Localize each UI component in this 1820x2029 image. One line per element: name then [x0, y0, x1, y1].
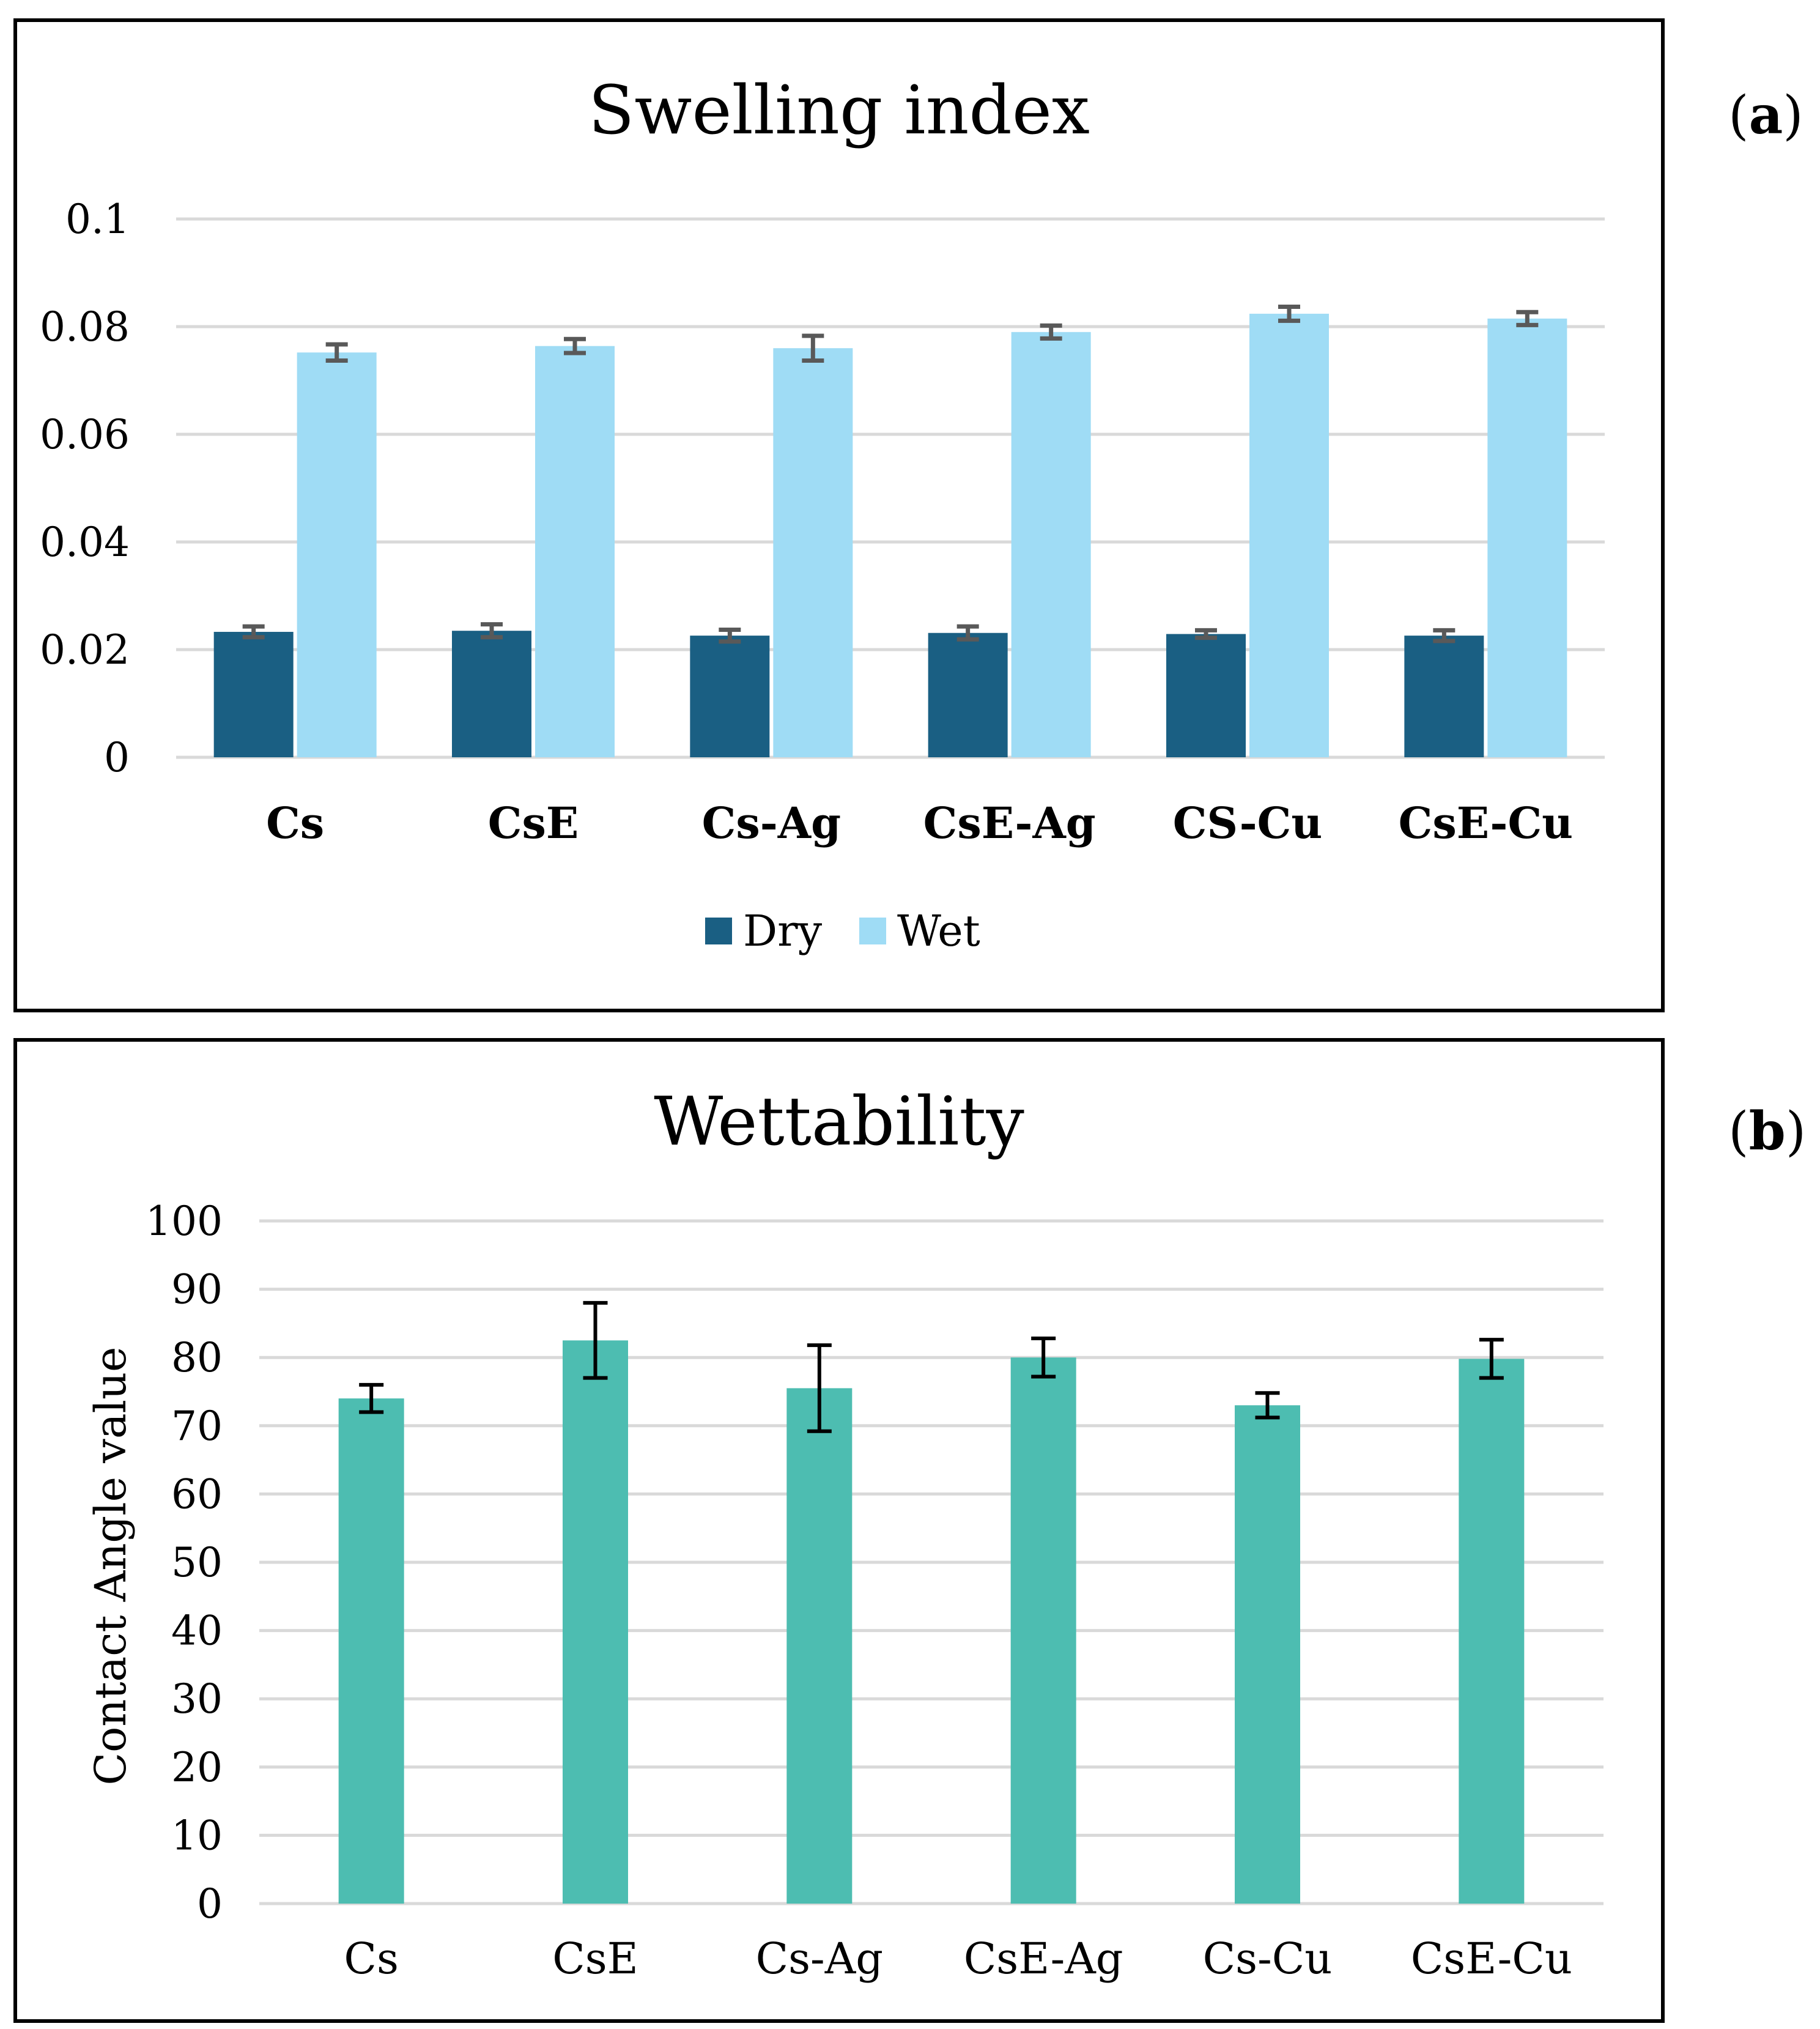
wettability-category-labels: Cs CsE Cs-Ag CsE-Ag Cs-Cu CsE-Cu — [344, 1934, 1572, 1984]
swelling-legend: Dry Wet — [705, 906, 980, 956]
panel-a-label: (a) — [1728, 84, 1803, 146]
legend-wet-label: Wet — [897, 906, 980, 956]
b-y-tick-label: 90 — [171, 1266, 223, 1313]
a-category-label: Cs — [266, 798, 324, 848]
b-bar-contact-angle-value — [338, 1398, 404, 1904]
b-category-label: Cs-Cu — [1203, 1934, 1333, 1984]
legend-dry-label: Dry — [743, 906, 823, 956]
swelling-error-bars — [242, 304, 1539, 644]
swelling-bars — [213, 313, 1567, 757]
a-category-label: CS-Cu — [1173, 798, 1323, 848]
panel-b-label: (b) — [1728, 1100, 1807, 1162]
a-bar-wet — [1249, 313, 1329, 757]
a-y-tick-label: 0 — [104, 734, 130, 781]
a-bar-dry — [213, 631, 294, 757]
a-y-tick-label: 0.04 — [40, 519, 130, 566]
b-y-tick-label: 50 — [171, 1539, 223, 1586]
wettability-title: Wettability — [654, 1082, 1024, 1160]
wettability-bars — [338, 1340, 1525, 1904]
b-bar-contact-angle-value — [786, 1388, 853, 1904]
swelling-gridlines — [176, 217, 1605, 759]
a-category-label: Cs-Ag — [702, 798, 841, 848]
b-bar-contact-angle-value — [1235, 1405, 1300, 1904]
b-y-tick-label: 100 — [146, 1198, 223, 1245]
a-bar-wet — [773, 348, 853, 757]
a-y-tick-label: 0.08 — [40, 303, 130, 351]
a-bar-dry — [690, 636, 770, 757]
b-category-label: Cs — [344, 1934, 398, 1984]
b-y-tick-label: 30 — [171, 1675, 223, 1723]
a-bar-wet — [1011, 332, 1091, 757]
b-y-tick-label: 20 — [171, 1744, 223, 1791]
b-y-tick-label: 40 — [171, 1608, 223, 1655]
a-y-tick-label: 0.1 — [65, 196, 130, 243]
b-y-tick-label: 70 — [171, 1403, 223, 1450]
panel-a-letter: a — [1748, 84, 1783, 146]
a-bar-wet — [535, 346, 615, 757]
a-category-label: CsE-Cu — [1399, 798, 1573, 848]
wettability-gridlines — [259, 1219, 1604, 1905]
b-category-label: Cs-Ag — [756, 1934, 884, 1984]
a-bar-dry — [1166, 634, 1246, 757]
a-category-label: CsE — [488, 798, 579, 848]
b-bar-contact-angle-value — [1010, 1357, 1076, 1904]
a-bar-wet — [1487, 318, 1567, 757]
swelling-category-labels: Cs CsE Cs-Ag CsE-Ag CS-Cu CsE-Cu — [266, 798, 1573, 848]
a-y-tick-label: 0.02 — [40, 626, 130, 673]
a-y-tick-label: 0.06 — [40, 411, 130, 458]
panel-b-letter: b — [1748, 1100, 1786, 1162]
wettability-error-bars — [359, 1300, 1504, 1433]
b-y-tick-label: 0 — [197, 1880, 223, 1927]
swelling-index-title: Swelling index — [588, 71, 1090, 149]
a-bar-wet — [297, 352, 377, 757]
wettability-chart: Wettability Contact Angle value 0 10 20 30 4… — [86, 1082, 1604, 1984]
wettability-y-tick-labels: 0 10 20 30 40 50 60 70 80 90 100 — [146, 1198, 223, 1927]
b-y-tick-label: 60 — [171, 1471, 223, 1518]
a-bar-dry — [928, 632, 1008, 757]
b-category-label: CsE-Ag — [964, 1934, 1123, 1984]
swelling-y-tick-labels: 0 0.02 0.04 0.06 0.08 0.1 — [40, 196, 130, 781]
a-category-label: CsE-Ag — [923, 798, 1096, 848]
swelling-index-chart: Swelling index 00.020.040.060.080.1 Cs Cs… — [40, 71, 1605, 956]
wettability-y-axis-title: Contact Angle value — [86, 1347, 136, 1786]
b-category-label: CsE-Cu — [1411, 1934, 1572, 1984]
a-bar-dry — [452, 631, 531, 757]
a-bar-dry — [1404, 636, 1484, 757]
b-category-label: CsE — [552, 1934, 638, 1984]
legend-wet-swatch — [859, 918, 886, 944]
b-bar-contact-angle-value — [563, 1340, 628, 1904]
b-y-tick-label: 80 — [171, 1334, 223, 1381]
b-y-tick-label: 10 — [171, 1812, 223, 1859]
legend-dry-swatch — [705, 918, 732, 944]
b-bar-contact-angle-value — [1459, 1359, 1525, 1904]
